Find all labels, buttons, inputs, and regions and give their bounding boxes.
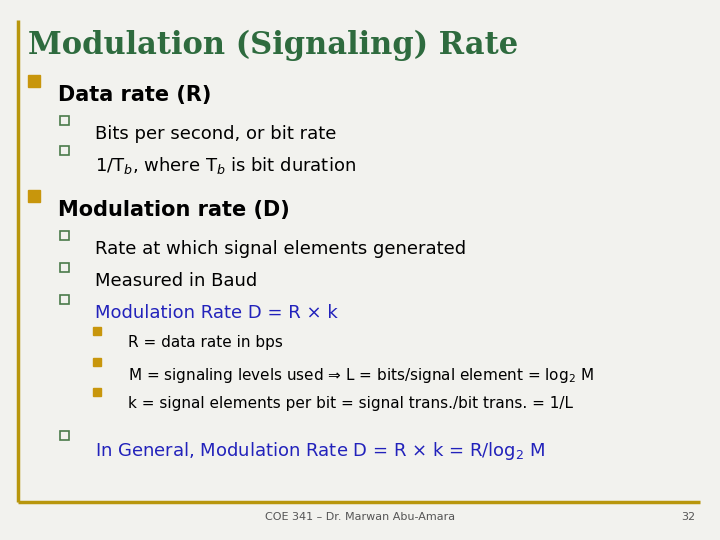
Text: Bits per second, or bit rate: Bits per second, or bit rate — [95, 125, 336, 143]
Text: M = signaling levels used ⇒ L = bits/signal element = log$_{2}$ M: M = signaling levels used ⇒ L = bits/sig… — [128, 366, 594, 385]
Text: Measured in Baud: Measured in Baud — [95, 272, 257, 290]
Bar — [60, 231, 69, 240]
Text: Data rate (R): Data rate (R) — [58, 85, 212, 105]
Text: In General, Modulation Rate D = R × k = R/log$_{2}$ M: In General, Modulation Rate D = R × k = … — [95, 440, 545, 462]
Bar — [60, 431, 69, 440]
Bar — [60, 295, 69, 304]
Text: Modulation (Signaling) Rate: Modulation (Signaling) Rate — [28, 30, 518, 61]
Bar — [60, 263, 69, 272]
Bar — [93, 358, 101, 366]
Bar — [60, 146, 69, 155]
Bar — [60, 116, 69, 125]
Text: 1/T$_{b}$, where T$_{b}$ is bit duration: 1/T$_{b}$, where T$_{b}$ is bit duration — [95, 155, 356, 176]
Text: Modulation rate (D): Modulation rate (D) — [58, 200, 289, 220]
Text: k = signal elements per bit = signal trans./bit trans. = 1/L: k = signal elements per bit = signal tra… — [128, 396, 573, 411]
Text: COE 341 – Dr. Marwan Abu-Amara: COE 341 – Dr. Marwan Abu-Amara — [265, 512, 455, 522]
Bar — [28, 190, 40, 202]
Bar — [93, 327, 101, 335]
Text: R = data rate in bps: R = data rate in bps — [128, 335, 283, 350]
Text: 32: 32 — [681, 512, 695, 522]
Text: Modulation Rate D = R × k: Modulation Rate D = R × k — [95, 304, 338, 322]
Text: Rate at which signal elements generated: Rate at which signal elements generated — [95, 240, 466, 258]
Bar — [28, 75, 40, 87]
Bar — [93, 388, 101, 396]
